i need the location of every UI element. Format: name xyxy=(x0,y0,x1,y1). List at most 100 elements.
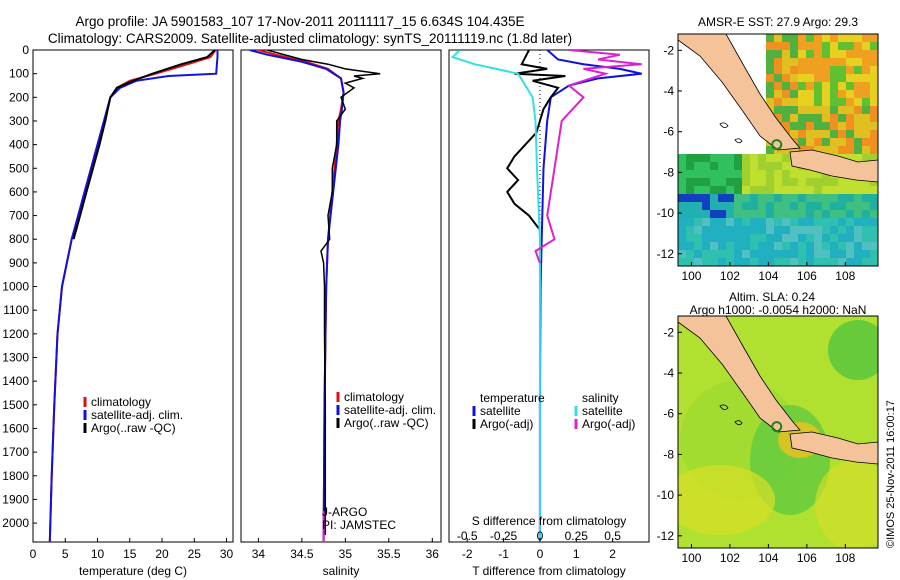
sst-cell xyxy=(822,42,830,50)
difference-legend: temperature salinity satellite Argo(-adj… xyxy=(472,391,635,431)
sst-cell xyxy=(686,154,694,162)
sst-cell xyxy=(678,186,686,194)
sst-cell xyxy=(710,242,718,250)
sst-cell xyxy=(686,106,694,114)
java-landmass xyxy=(789,431,878,465)
sst-map-title: AMSR-E SST: 27.9 Argo: 29.3 xyxy=(698,15,858,29)
sst-cell xyxy=(862,186,870,194)
sst-cell xyxy=(710,194,718,202)
sst-cell xyxy=(758,242,766,250)
sst-cell xyxy=(838,234,846,242)
sst-cell xyxy=(694,98,702,106)
sst-cell xyxy=(822,218,830,226)
sst-cell xyxy=(726,130,734,138)
sst-cell xyxy=(854,106,862,114)
sst-cell xyxy=(830,130,838,138)
sst-cell xyxy=(734,210,742,218)
sst-cell xyxy=(734,250,742,258)
sst-cell xyxy=(758,178,766,186)
sst-cell xyxy=(846,178,854,186)
sst-cell xyxy=(766,210,774,218)
sst-cell xyxy=(870,194,878,202)
sst-cell xyxy=(694,90,702,98)
x-tick-label: 20 xyxy=(155,547,169,561)
sst-cell xyxy=(718,90,726,98)
sst-cell xyxy=(686,58,694,66)
sst-cell xyxy=(686,98,694,106)
sst-cell xyxy=(742,258,750,266)
sst-cell xyxy=(870,218,878,226)
sst-cell xyxy=(702,90,710,98)
sst-cell xyxy=(846,154,854,162)
sst-cell xyxy=(718,106,726,114)
sst-cell xyxy=(734,130,742,138)
sst-cell xyxy=(862,66,870,74)
sst-cell xyxy=(782,50,790,58)
sst-cell xyxy=(814,226,822,234)
sla-map-title-line2: Argo h1000: -0.0054 h2000: NaN xyxy=(690,303,867,317)
y-tick-label: 900 xyxy=(9,256,29,270)
sst-cell xyxy=(870,90,878,98)
sst-cell xyxy=(710,82,718,90)
sst-cell xyxy=(838,210,846,218)
sst-cell xyxy=(742,122,750,130)
sst-cell xyxy=(774,242,782,250)
sst-cell xyxy=(686,170,694,178)
sst-cell xyxy=(830,202,838,210)
sst-cell xyxy=(846,234,854,242)
sst-cell xyxy=(862,210,870,218)
s-diff-tick-label: 0 xyxy=(537,529,544,543)
sst-cell xyxy=(702,226,710,234)
sst-cell xyxy=(686,218,694,226)
sst-cell xyxy=(830,178,838,186)
sst-cell xyxy=(702,194,710,202)
sst-cell xyxy=(750,58,758,66)
sst-cell xyxy=(758,74,766,82)
sst-cell xyxy=(750,202,758,210)
sst-cell xyxy=(806,74,814,82)
x-tick-label: 10 xyxy=(91,547,105,561)
sst-cell xyxy=(766,50,774,58)
sst-cell xyxy=(686,114,694,122)
sst-cell xyxy=(726,210,734,218)
map-y-tick-label: -6 xyxy=(663,407,674,421)
sst-cell xyxy=(822,226,830,234)
sst-cell xyxy=(774,234,782,242)
sst-cell xyxy=(814,234,822,242)
sst-cell xyxy=(806,42,814,50)
sst-cell xyxy=(798,186,806,194)
sst-cell xyxy=(726,250,734,258)
sst-cell xyxy=(806,114,814,122)
sst-cell xyxy=(734,226,742,234)
sst-cell xyxy=(766,98,774,106)
y-tick-label: 1700 xyxy=(2,445,29,459)
sst-cell xyxy=(750,162,758,170)
sst-cell xyxy=(798,202,806,210)
island-outlines xyxy=(719,122,743,144)
sst-cell xyxy=(734,234,742,242)
sst-cell xyxy=(742,178,750,186)
sst-cell xyxy=(814,202,822,210)
sst-cell xyxy=(814,114,822,122)
sst-cell xyxy=(830,98,838,106)
sst-cell xyxy=(702,146,710,154)
sst-cell xyxy=(838,138,846,146)
sst-cell xyxy=(766,186,774,194)
sst-cell xyxy=(870,242,878,250)
sst-cell xyxy=(798,194,806,202)
sst-cell xyxy=(694,58,702,66)
sst-cell xyxy=(806,234,814,242)
map-y-tick-label: -6 xyxy=(663,125,674,139)
sst-argo-position-marker xyxy=(771,139,783,151)
sst-cell xyxy=(862,74,870,82)
sst-cell xyxy=(822,234,830,242)
salinity-xlabel: salinity xyxy=(323,564,360,578)
sst-cell xyxy=(846,50,854,58)
sst-cell xyxy=(862,42,870,50)
sst-cell xyxy=(822,114,830,122)
sst-cell xyxy=(782,234,790,242)
sst-cell xyxy=(790,178,798,186)
sst-cell xyxy=(766,194,774,202)
sst-cell xyxy=(854,202,862,210)
sst-cell xyxy=(854,194,862,202)
